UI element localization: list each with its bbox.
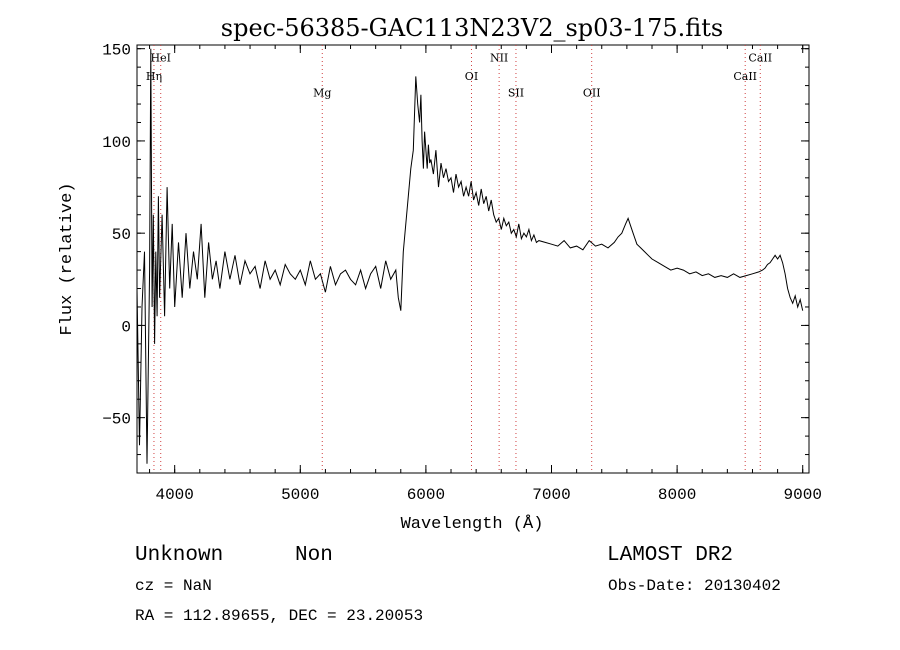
y-tick-label: −50 — [102, 411, 131, 429]
cz-value: cz = NaN — [135, 577, 212, 595]
line-markers — [153, 45, 761, 473]
y-tick-label: 50 — [112, 226, 131, 244]
y-axis: −50 0 50 100 150 — [102, 42, 809, 456]
survey-label: LAMOST DR2 — [607, 544, 733, 567]
plot-area: Hη HeI Mg OI NII SII OII CaII CaII 4000 5000 6000 7… — [102, 42, 822, 504]
x-axis: 4000 5000 6000 7000 8000 9000 — [149, 45, 822, 504]
x-tick-label: 5000 — [281, 486, 319, 504]
class-label: Unknown — [135, 544, 223, 567]
y-axis-label: Flux (relative) — [58, 182, 77, 335]
line-annotations: Hη HeI Mg OI NII SII OII CaII CaII — [146, 52, 772, 100]
line-annotation: CaII — [733, 70, 757, 83]
y-tick-label: 100 — [102, 134, 131, 152]
obs-date: Obs-Date: 20130402 — [608, 577, 781, 595]
coordinates: RA = 112.89655, DEC = 23.20053 — [135, 607, 423, 625]
x-tick-label: 9000 — [784, 486, 822, 504]
x-tick-label: 6000 — [407, 486, 445, 504]
x-tick-label: 7000 — [532, 486, 570, 504]
chart-title: spec-56385-GAC113N23V2_sp03-175.fits — [221, 14, 723, 42]
line-annotation: CaII — [748, 52, 772, 65]
x-tick-label: 4000 — [155, 486, 193, 504]
x-tick-label: 8000 — [658, 486, 696, 504]
line-annotation: HeI — [151, 52, 171, 65]
y-tick-label: 150 — [102, 42, 131, 60]
line-annotation: Mg — [313, 87, 331, 100]
y-tick-label: 0 — [121, 318, 131, 336]
subclass-label: Non — [295, 544, 333, 567]
plot-frame — [136, 44, 810, 474]
line-annotation: SII — [508, 87, 524, 100]
spectrum-line — [136, 48, 804, 464]
line-annotation: NII — [490, 52, 508, 65]
line-annotation: OII — [583, 87, 601, 100]
line-annotation: Hη — [146, 70, 162, 83]
x-axis-label: Wavelength (Å) — [401, 515, 544, 534]
line-annotation: OI — [465, 70, 478, 83]
